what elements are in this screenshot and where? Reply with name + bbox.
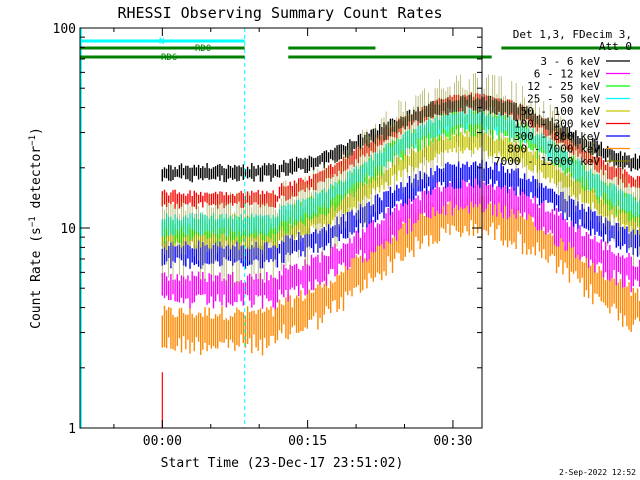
timestamp-label: 2-Sep-2022 12:52	[559, 468, 636, 477]
legend-label: 50 - 100 keV	[521, 105, 601, 118]
legend-title-line2: Att 0	[599, 40, 632, 53]
series-line	[161, 190, 640, 356]
series-line	[162, 73, 640, 289]
plot-content: N RD0 RD6	[80, 28, 640, 428]
y-axis-label: Count Rate (s−1 detector−1)	[28, 127, 44, 329]
series-line	[161, 175, 640, 310]
y-axis-label-end: )	[29, 127, 44, 135]
y-axis-label-mid: detector	[29, 146, 44, 217]
legend-label: 6 - 12 keV	[534, 68, 601, 81]
axis-ticks: 00:00 00:15 00:30 1 10 100	[53, 22, 482, 449]
legend-label: 300 - 800 keV	[514, 130, 600, 143]
legend-title-line1: Det 1,3, FDecim 3,	[513, 28, 632, 41]
x-tick-label: 00:30	[433, 434, 472, 449]
chart-title: RHESSI Observing Summary Count Rates	[117, 4, 442, 22]
y-tick-label: 10	[60, 222, 76, 237]
y-axis-label-sup2: −1	[28, 135, 38, 146]
series-800-7000keV	[161, 190, 640, 356]
legend-label: 25 - 50 keV	[527, 93, 600, 106]
legend-label: 7000 - 15000 keV	[494, 155, 600, 168]
series-7000-15000keV	[162, 73, 640, 289]
night-annotation: N	[159, 37, 164, 47]
x-tick-label: 00:00	[143, 434, 182, 449]
rd0-annotation: RD0	[195, 44, 211, 54]
rd6-annotation: RD6	[161, 53, 177, 63]
x-axis-label: Start Time (23-Dec-17 23:51:02)	[161, 456, 404, 471]
legend-label: 800 - 7000 keV	[507, 143, 600, 156]
y-axis-label-sup1: −1	[28, 216, 38, 227]
x-tick-label: 00:15	[288, 434, 327, 449]
legend-label: 3 - 6 keV	[540, 55, 600, 68]
y-tick-label: 1	[68, 422, 76, 437]
legend-label: 12 - 25 keV	[527, 80, 600, 93]
y-axis-label-main: Count Rate (s	[29, 227, 44, 329]
series-6-12keV	[161, 175, 640, 310]
y-tick-label: 100	[53, 22, 76, 37]
legend-label: 100 - 300 keV	[514, 118, 600, 131]
